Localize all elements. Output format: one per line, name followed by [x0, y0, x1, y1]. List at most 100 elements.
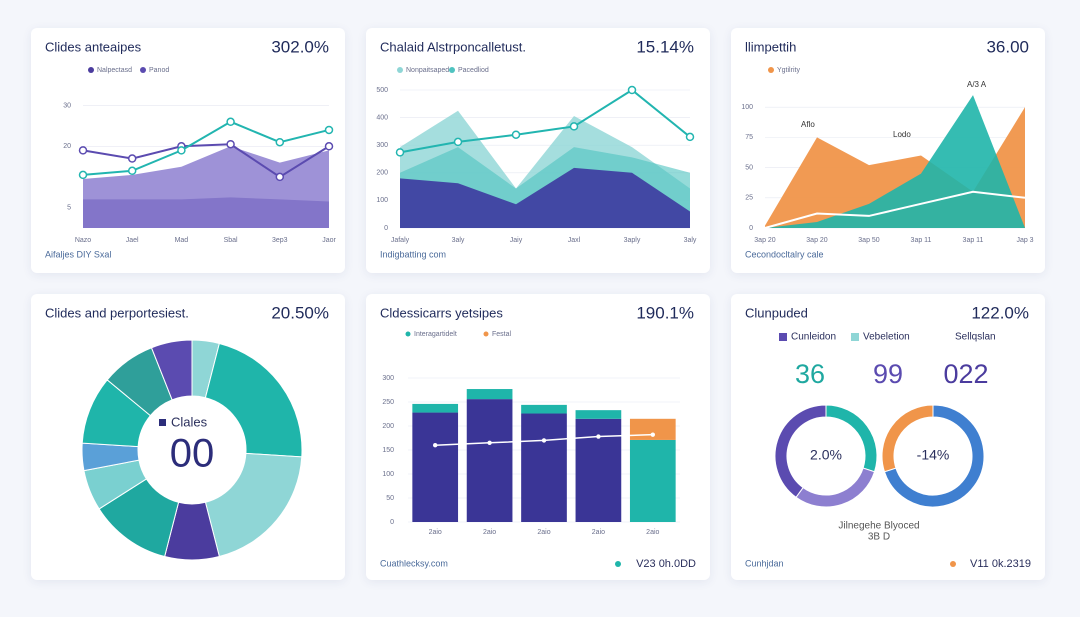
ring-segment	[795, 467, 876, 508]
x-tick-label: 2aio	[537, 529, 550, 536]
card-metric: 15.14%	[636, 37, 694, 56]
legend-swatch	[768, 67, 774, 73]
bar-segment	[575, 410, 622, 419]
y-tick-label: 200	[382, 423, 394, 430]
y-tick-label: 0	[390, 519, 394, 526]
x-tick-label: Jaxl	[568, 237, 581, 244]
legend-label: Pacedliod	[458, 67, 489, 74]
x-tick-label: 2aio	[483, 529, 496, 536]
ring-segment	[883, 404, 985, 508]
card: Clides and perportesiest. 20.50% Clales 00	[31, 294, 345, 580]
center-value: 00	[170, 432, 215, 476]
legend-swatch	[943, 333, 951, 341]
marker	[453, 137, 463, 147]
legend-label: Panod	[149, 67, 169, 74]
card-metric: 36.00	[986, 37, 1029, 56]
marker	[324, 142, 334, 151]
x-tick-label: 2aio	[592, 529, 605, 536]
footer-dot	[615, 561, 621, 567]
y-tick-label: 150	[382, 447, 394, 454]
legend-label: Festal	[492, 331, 512, 338]
annotation: Aflo	[801, 120, 815, 129]
x-tick-label: 3ap 11	[911, 237, 932, 244]
marker	[127, 154, 137, 163]
area	[83, 146, 329, 228]
marker	[395, 148, 405, 157]
y-tick-label: 50	[386, 495, 394, 502]
bar-segment	[412, 403, 459, 413]
marker	[177, 146, 186, 155]
card-chart: Cldessicarrs yetsipes 190.1% Cuathlecksy.c…	[380, 303, 696, 570]
y-tick-label: 30	[63, 102, 71, 109]
card-title: Clides anteaipes	[45, 39, 142, 54]
marker	[78, 170, 88, 180]
card-metric: 302.0%	[271, 37, 329, 56]
legend-label: Sellqslan	[955, 332, 996, 343]
line	[399, 88, 691, 154]
card-chart: Clides anteaipes 302.0% Aifaljes DIY Sxal 3…	[45, 37, 336, 259]
footer: Cecondocltalry cale	[745, 249, 824, 259]
marker	[275, 172, 285, 182]
bar-segment	[575, 418, 622, 522]
y-tick-label: 0	[384, 225, 388, 232]
x-tick-label: Jael	[126, 237, 139, 244]
footer-dot	[950, 561, 956, 567]
footer: Indigbatting com	[380, 249, 446, 259]
card: Chalaid Alstrponcalletust. 15.14% Indigbat…	[366, 28, 710, 273]
x-tick-label: 3ap 11	[963, 237, 984, 244]
legend-label: Interagartidelt	[414, 331, 457, 338]
y-tick-label: 100	[382, 471, 394, 478]
footer: Aifaljes DIY Sxal	[45, 249, 111, 259]
card-title: Clunpuded	[745, 305, 808, 320]
card-title: llimpettih	[745, 39, 796, 54]
footer: Cunhjdan	[745, 558, 784, 568]
legend-swatch	[449, 67, 455, 73]
x-tick-label: 3ap 20	[754, 237, 776, 244]
legend-swatch	[397, 67, 403, 73]
x-tick-label: 3aly	[684, 237, 697, 244]
legend-label: Cunleidon	[791, 332, 836, 343]
marker	[487, 440, 492, 445]
card-title: Clides and perportesiest.	[45, 305, 189, 320]
y-tick-label: 500	[376, 87, 388, 94]
x-tick-label: Jaiy	[510, 237, 523, 244]
marker	[226, 117, 235, 127]
card-chart: Clunpuded 122.0% Cunhjdan V11 0k.2319 Cunlei…	[745, 303, 1031, 569]
marker	[627, 85, 637, 95]
big-number: 022	[943, 359, 988, 389]
x-tick-label: 3aly	[452, 237, 465, 244]
y-tick-label: 250	[382, 399, 394, 406]
y-tick-label: 400	[376, 114, 388, 121]
x-tick-label: 3ep3	[272, 237, 288, 244]
bar-segment	[466, 389, 513, 400]
footer-value: V23 0h.0DD	[636, 558, 696, 570]
y-tick-label: 5	[67, 204, 71, 211]
x-tick-label: 2aio	[429, 529, 442, 536]
ring-label: 2.0%	[810, 447, 842, 463]
line	[82, 120, 330, 176]
legend-label: Vebeletion	[863, 332, 910, 343]
x-tick-label: 2aio	[646, 529, 659, 536]
marker	[78, 146, 88, 155]
bar-segment	[521, 404, 567, 414]
marker	[685, 132, 695, 142]
ring-label: -14%	[917, 447, 950, 463]
footer: Cuathlecksy.com	[380, 558, 448, 568]
x-tick-label: 3aply	[624, 237, 641, 244]
card-chart: llimpettih 36.00 Cecondocltalry cale 100 75 5…	[741, 37, 1033, 259]
marker	[226, 139, 235, 149]
legend-label: Ygtilrity	[777, 67, 800, 74]
card-chart: Clides and perportesiest. 20.50% Clales 00	[45, 303, 329, 561]
legend-swatch	[779, 333, 787, 341]
card: llimpettih 36.00 Cecondocltalry cale 100 75 5…	[731, 28, 1045, 273]
card-chart: Chalaid Alstrponcalletust. 15.14% Indigbat…	[376, 37, 697, 259]
card: Clunpuded 122.0% Cunhjdan V11 0k.2319 Cunlei…	[731, 294, 1045, 580]
y-tick-label: 50	[745, 164, 753, 171]
y-tick-label: 300	[382, 375, 394, 382]
legend-label: Nalpectasd	[97, 67, 132, 74]
marker	[596, 434, 601, 439]
bar-segment	[521, 413, 567, 522]
big-number: 99	[873, 359, 903, 389]
marker	[324, 125, 334, 135]
annotation: A/3 A	[967, 80, 987, 89]
